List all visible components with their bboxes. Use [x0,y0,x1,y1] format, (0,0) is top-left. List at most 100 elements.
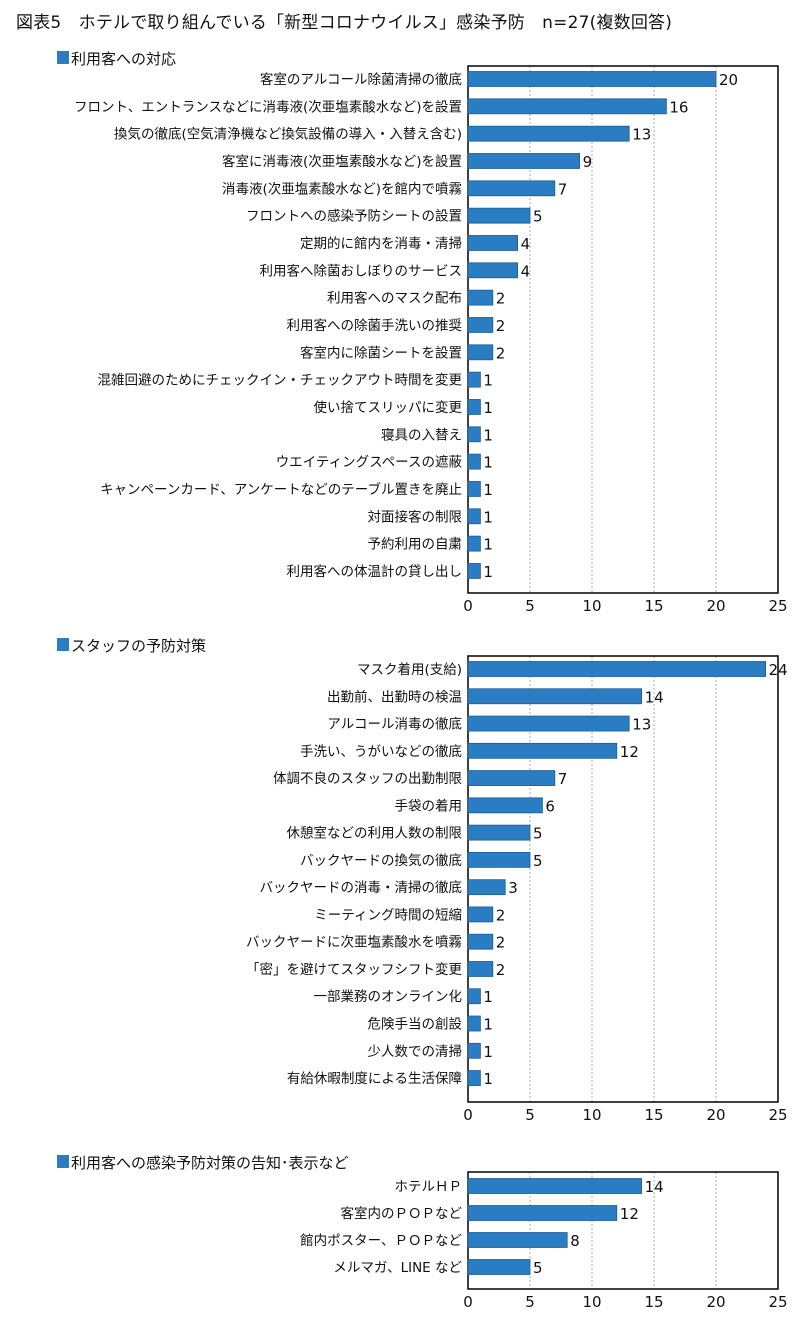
data-label: 12 [620,743,639,761]
data-label: 4 [521,262,531,280]
x-tick-label: 15 [644,1293,663,1311]
data-label: 2 [496,344,506,362]
bar [467,453,481,470]
category-label: 寝具の入替え [381,426,462,443]
data-label: 2 [496,961,506,979]
x-tick-label: 20 [706,1106,725,1124]
category-label: 利用客への除菌手洗いの推奨 [287,317,463,334]
bar [467,1178,643,1194]
plot-frame [467,65,779,594]
bar [467,1232,568,1248]
section-title: 利用客への感染予防対策の告知･表示など [71,1154,349,1172]
category-label: ホテルＨＰ [395,1179,463,1195]
data-label: 4 [521,235,531,253]
category-label: ミーティング時間の短縮 [314,907,462,923]
x-tick-label: 5 [525,1106,535,1124]
data-label: 1 [483,481,493,499]
section-marker-icon [57,1155,69,1168]
x-tick-label: 10 [582,597,601,615]
figure-title: 図表5 ホテルで取り組んでいる「新型コロナウイルス」感染予防 n=27(複数回答… [16,13,673,33]
data-label: 8 [570,1232,580,1250]
bar [467,399,481,415]
category-label: 客室に消毒液(次亜塩素酸水など)を設置 [222,153,462,170]
data-label: 1 [483,399,493,417]
x-tick-label: 0 [463,1293,473,1311]
data-label: 2 [496,317,506,335]
plot-frame [467,1171,779,1290]
bar [467,933,494,950]
category-label: 対面接客の制限 [368,508,463,525]
data-label: 24 [769,661,788,679]
x-tick-label: 5 [525,597,535,615]
data-label: 20 [719,71,738,89]
bar [467,1070,481,1086]
section-title: 利用客への対応 [71,50,176,68]
bar [467,426,481,443]
x-tick-label: 20 [706,597,725,615]
category-label: 休憩室などの利用人数の制限 [287,825,463,842]
data-label: 16 [669,98,688,116]
bar [467,988,481,1005]
data-label: 6 [545,797,555,815]
category-label: 少人数での清掃 [368,1043,463,1060]
bar [467,125,630,142]
data-label: 2 [496,934,506,952]
category-label: 体調不良のスタッフの出勤制限 [273,771,462,787]
bar [467,262,518,279]
bar [467,508,481,525]
category-label: 客室のアルコール除菌清掃の徹底 [260,71,462,88]
bar [467,688,643,705]
x-tick-label: 0 [463,597,473,615]
plot-frame [467,655,779,1103]
bar [467,563,481,579]
x-tick-label: 5 [525,1293,535,1311]
bar [467,1042,481,1059]
data-label: 5 [533,208,543,226]
bar [467,71,717,87]
section-marker-icon [57,51,69,64]
bar [467,235,518,251]
x-tick-label: 10 [582,1293,601,1311]
data-label: 13 [632,716,651,734]
category-label: 客室内のＰＯＰなど [341,1205,463,1222]
data-label: 3 [508,879,518,897]
category-label: 「密」を避けてスタッフシフト変更 [246,961,462,978]
bar [467,289,494,306]
bar [467,851,531,868]
data-label: 5 [533,852,543,870]
category-label: バックヤードの消毒・清掃の徹底 [260,879,463,896]
data-label: 2 [496,290,506,308]
data-label: 1 [483,426,493,444]
category-label: 利用客への体温計の貸し出し [287,563,463,580]
category-label: アルコール消毒の徹底 [327,717,462,733]
x-tick-label: 25 [768,597,787,615]
x-tick-label: 25 [768,1106,787,1124]
category-label: キャンペーンカード、アンケートなどのテーブル置きを廃止 [100,481,462,498]
category-label: 利用客へ除菌おしぼりのサービス [260,262,463,279]
section-marker-icon [57,638,69,651]
data-label: 9 [583,153,593,171]
section-title: スタッフの予防対策 [71,637,206,655]
category-label: フロントへの感染予防シートの設置 [246,208,462,225]
bar [467,371,481,388]
bar [467,317,494,333]
category-label: フロント、エントランスなどに消毒液(次亜塩素酸水など)を設置 [74,99,462,115]
category-label: 混雑回避のためにチェックイン・チェックアウト時間を変更 [98,372,463,389]
bar [467,344,494,361]
bar [467,1015,481,1032]
category-label: バックヤードに次亜塩素酸水を噴霧 [246,935,462,951]
x-tick-label: 20 [706,1293,725,1311]
data-label: 7 [558,770,568,788]
category-label: 一部業務のオンライン化 [314,989,463,1005]
category-label: バックヤードの換気の徹底 [300,853,462,869]
bar [467,879,506,896]
data-label: 14 [645,688,664,706]
category-label: 定期的に館内を消毒・清掃 [300,235,462,252]
bar [467,661,767,677]
data-label: 1 [483,372,493,390]
data-label: 1 [483,1016,493,1034]
bar [467,207,531,224]
x-tick-label: 15 [644,597,663,615]
data-label: 5 [533,1259,543,1277]
category-label: メルマガ、LINE など [333,1260,462,1276]
